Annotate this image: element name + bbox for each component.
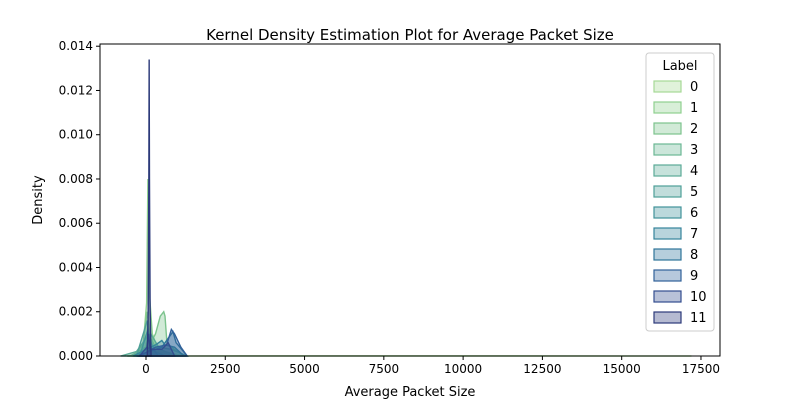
y-axis-ticks: 0.000 0.002 0.004 0.006 0.008 0.010 0.012 0.014 bbox=[59, 39, 100, 363]
x-tick-label: 15000 bbox=[603, 362, 641, 376]
legend-swatch-7 bbox=[653, 227, 682, 240]
plot-frame bbox=[99, 43, 721, 357]
y-tick-label: 0.014 bbox=[59, 39, 93, 53]
legend-label-10: 10 bbox=[690, 290, 707, 305]
plot-area bbox=[120, 59, 692, 357]
x-tick-label: 10000 bbox=[444, 362, 482, 376]
legend-title: Label bbox=[662, 59, 697, 74]
legend-swatch-3 bbox=[653, 143, 682, 156]
legend-label-0: 0 bbox=[690, 80, 698, 95]
density-area-series-9 bbox=[136, 327, 189, 357]
legend-label-11: 11 bbox=[690, 311, 707, 326]
legend-swatch-11 bbox=[653, 311, 682, 324]
legend-swatch-1 bbox=[653, 101, 682, 114]
legend-label-6: 6 bbox=[690, 206, 698, 221]
legend-swatch-10 bbox=[653, 290, 682, 303]
legend-label-9: 9 bbox=[690, 269, 698, 284]
legend-label-1: 1 bbox=[690, 101, 698, 116]
legend: Label 0 1 2 3 4 5 6 7 8 9 10 11 bbox=[645, 52, 715, 332]
y-tick-label: 0.004 bbox=[59, 260, 93, 274]
x-tick-label: 0 bbox=[142, 362, 150, 376]
legend-label-2: 2 bbox=[690, 122, 698, 137]
y-tick-label: 0.006 bbox=[59, 216, 93, 230]
legend-label-7: 7 bbox=[690, 227, 698, 242]
density-area-series-0 bbox=[126, 320, 692, 357]
legend-swatch-9 bbox=[653, 269, 682, 282]
x-tick-label: 17500 bbox=[682, 362, 720, 376]
density-area-series-11 bbox=[146, 59, 152, 357]
y-tick-label: 0.002 bbox=[59, 305, 93, 319]
legend-label-8: 8 bbox=[690, 248, 698, 263]
x-tick-label: 12500 bbox=[523, 362, 561, 376]
legend-swatch-4 bbox=[653, 164, 682, 177]
y-tick-label: 0.000 bbox=[59, 349, 93, 363]
x-tick-label: 7500 bbox=[369, 362, 400, 376]
legend-label-3: 3 bbox=[690, 143, 698, 158]
y-axis-label: Density bbox=[31, 175, 46, 225]
chart-title: Kernel Density Estimation Plot for Avera… bbox=[206, 26, 614, 44]
legend-label-4: 4 bbox=[690, 164, 698, 179]
y-tick-label: 0.010 bbox=[59, 128, 93, 142]
legend-label-5: 5 bbox=[690, 185, 698, 200]
legend-swatch-8 bbox=[653, 248, 682, 261]
legend-swatch-2 bbox=[653, 122, 682, 135]
y-tick-label: 0.012 bbox=[59, 83, 93, 97]
x-axis-ticks: 0 2500 5000 7500 10000 12500 15000 17500 bbox=[142, 356, 720, 376]
x-tick-label: 2500 bbox=[210, 362, 241, 376]
legend-swatch-0 bbox=[653, 80, 682, 93]
y-tick-label: 0.008 bbox=[59, 172, 93, 186]
x-axis-label: Average Packet Size bbox=[345, 385, 476, 400]
legend-swatch-5 bbox=[653, 185, 682, 198]
legend-swatch-6 bbox=[653, 206, 682, 219]
x-tick-label: 5000 bbox=[289, 362, 320, 376]
density-area-series-1 bbox=[131, 178, 175, 357]
